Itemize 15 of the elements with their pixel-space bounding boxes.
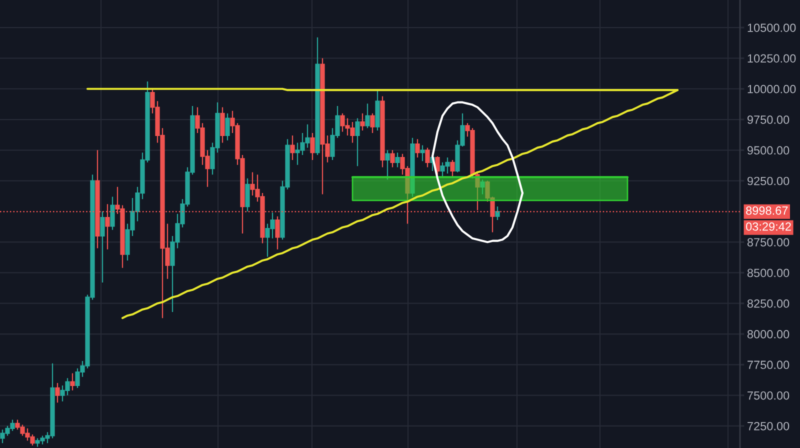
y-tick-label: 7250.00	[748, 422, 790, 430]
y-tick-label: 9750.00	[748, 116, 790, 124]
text: 03:29:42	[746, 222, 791, 231]
y-tick-label: 7750.00	[748, 360, 790, 370]
y-tick-label: 10000.00	[748, 84, 796, 94]
y-tick-label: 9500.00	[748, 146, 790, 155]
y-tick-label: 8250.00	[747, 299, 790, 308]
y-tick-label: 10500.00	[748, 24, 796, 32]
y-tick-label: 8500.00	[747, 268, 790, 278]
y-tick-label: 8000.00	[747, 330, 790, 338]
y-tick-label: 7500.00	[748, 391, 790, 400]
y-tick-label: 9250.00	[748, 176, 790, 186]
ref-line-label: 8998.67	[746, 206, 788, 215]
y-tick-label: 8750.00	[747, 238, 790, 246]
y-tick-label: 10250.00	[748, 54, 796, 63]
